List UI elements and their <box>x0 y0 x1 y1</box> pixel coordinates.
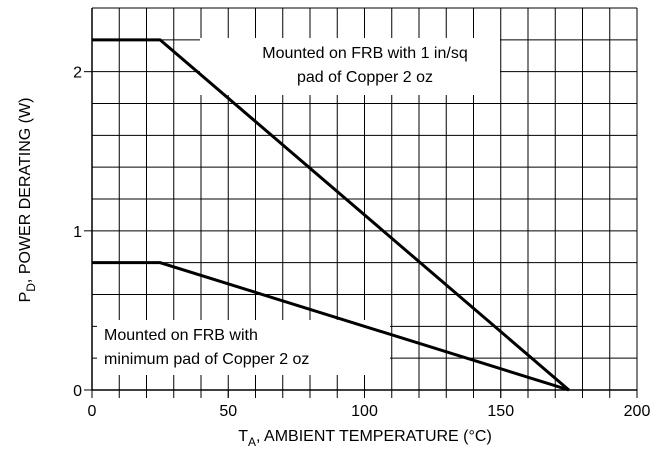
x-label-sub: A <box>248 435 256 449</box>
y-label-rest: , POWER DERATING (W) <box>17 98 34 283</box>
y-axis-label: PD, POWER DERATING (W) <box>17 98 38 303</box>
y-tick-label: 0 <box>73 383 82 400</box>
y-tick-label: 2 <box>73 65 82 82</box>
x-axis-label: TA, AMBIENT TEMPERATURE (°C) <box>238 428 492 449</box>
x-tick-label: 50 <box>219 403 237 420</box>
annotation-text: minimum pad of Copper 2 oz <box>104 351 309 368</box>
series-line <box>92 261 570 392</box>
annotation-text: Mounted on FRB with 1 in/sq <box>262 45 467 62</box>
x-label-rest: , AMBIENT TEMPERATURE (°C) <box>256 428 492 445</box>
annotation-text: pad of Copper 2 oz <box>297 69 433 86</box>
x-tick-label: 100 <box>351 403 378 420</box>
annotation-text: Mounted on FRB with <box>104 327 258 344</box>
x-tick-label: 150 <box>487 403 514 420</box>
y-tick-label: 1 <box>73 224 82 241</box>
x-tick-label: 200 <box>624 403 651 420</box>
x-label-main: T <box>238 428 248 445</box>
annotation-box <box>200 38 500 95</box>
x-tick-label: 0 <box>88 403 97 420</box>
y-label-main: P <box>17 292 34 303</box>
annotation-box <box>97 320 390 375</box>
series-line <box>92 38 570 392</box>
y-label-sub: D <box>24 283 38 292</box>
